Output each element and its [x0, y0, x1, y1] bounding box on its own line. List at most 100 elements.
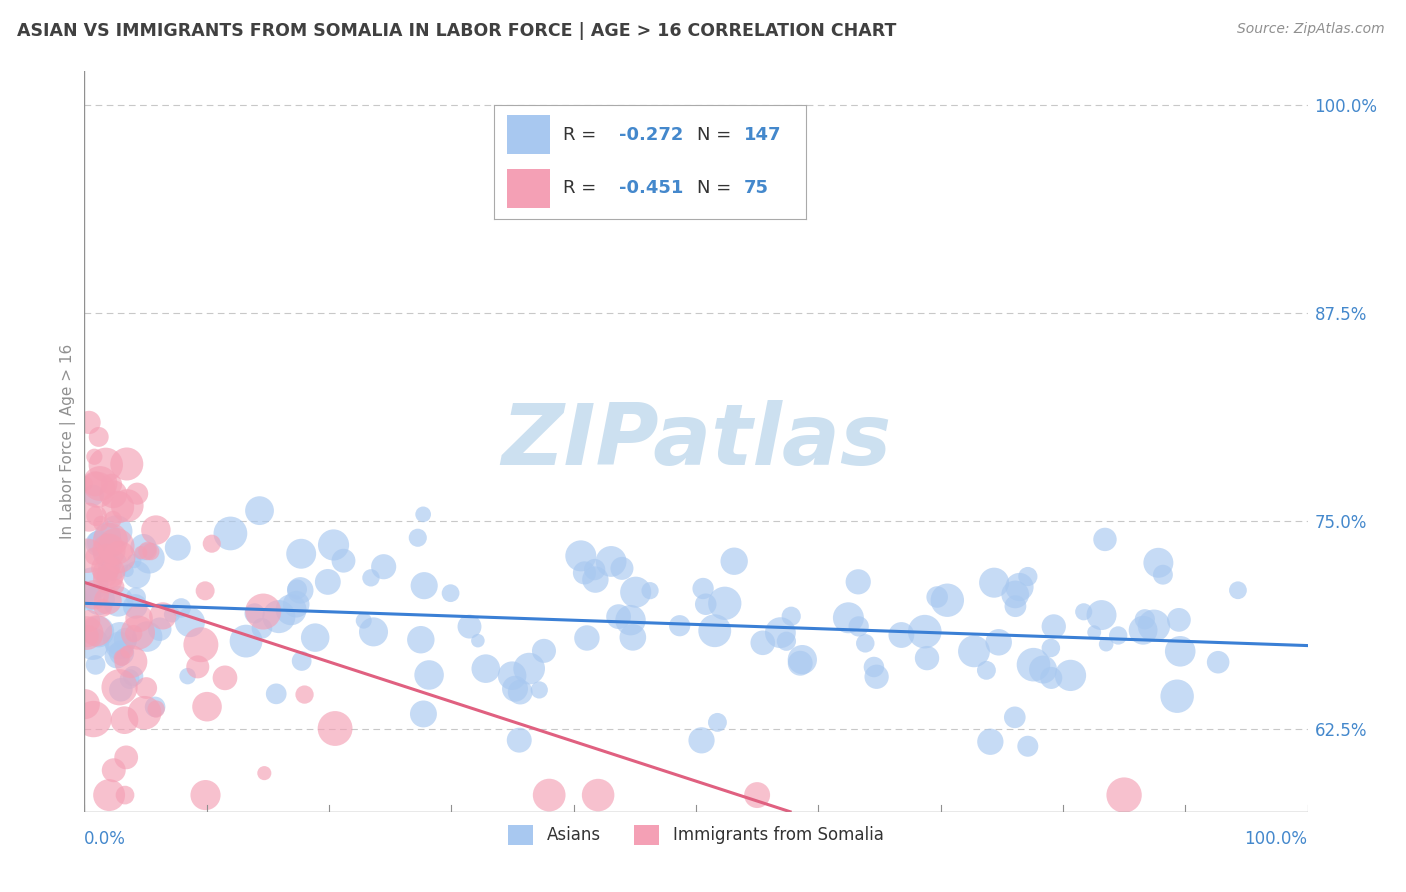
Point [125, 591, 148, 605]
Point [915, 651, 938, 665]
Point [569, 549, 592, 563]
Point [105, 541, 128, 555]
Point [75, 594, 97, 608]
Point [82, 712, 104, 726]
Point [267, 609, 290, 624]
Point [108, 680, 131, 694]
Point [668, 618, 690, 632]
Point [103, 763, 125, 777]
Point [195, 699, 218, 714]
Point [285, 597, 308, 611]
Point [963, 644, 986, 658]
Point [503, 681, 526, 696]
Point [890, 628, 912, 642]
Point [1073, 605, 1095, 619]
Point [101, 558, 124, 573]
Point [115, 499, 138, 513]
Point [574, 566, 596, 580]
Point [360, 571, 382, 585]
Point [723, 554, 745, 568]
Point [406, 531, 429, 545]
Point [135, 681, 157, 695]
Point [253, 766, 276, 780]
Point [413, 579, 436, 593]
Point [87, 537, 110, 551]
Point [214, 671, 236, 685]
Point [179, 615, 201, 630]
Point [290, 547, 312, 561]
Point [114, 788, 136, 802]
Point [105, 579, 128, 593]
Point [125, 567, 148, 582]
Point [97, 572, 120, 586]
Point [508, 733, 530, 747]
Point [77, 614, 100, 628]
Point [98, 533, 121, 547]
Point [291, 654, 314, 668]
Point [98, 566, 121, 580]
Point [747, 788, 769, 802]
Point [83, 549, 105, 564]
Point [136, 630, 159, 644]
Point [624, 585, 647, 599]
Point [145, 702, 167, 716]
Point [194, 583, 217, 598]
Point [583, 573, 606, 587]
Point [1094, 533, 1116, 547]
Point [219, 526, 242, 541]
Point [976, 663, 998, 677]
Point [114, 713, 136, 727]
Text: 100.0%: 100.0% [1244, 830, 1308, 848]
Legend: Asians, Immigrants from Somalia: Asians, Immigrants from Somalia [502, 818, 890, 852]
Point [692, 582, 714, 596]
Point [97, 593, 120, 607]
Point [1206, 655, 1229, 669]
Point [600, 554, 623, 568]
Point [752, 636, 775, 650]
Point [76, 629, 98, 643]
Point [927, 590, 949, 604]
Point [353, 614, 375, 628]
Point [87, 430, 110, 444]
Point [987, 635, 1010, 649]
Point [82, 637, 104, 651]
Point [107, 594, 129, 608]
Point [1008, 580, 1031, 594]
Point [409, 632, 432, 647]
Point [97, 543, 120, 558]
Point [780, 609, 803, 624]
Point [1004, 599, 1026, 614]
Point [792, 652, 814, 666]
Point [690, 733, 713, 747]
Point [110, 682, 132, 697]
Point [621, 631, 644, 645]
Point [1017, 739, 1039, 754]
Point [122, 669, 145, 683]
Point [467, 633, 489, 648]
Point [84, 476, 107, 491]
Point [86, 624, 108, 638]
Point [848, 619, 870, 633]
Point [243, 607, 266, 621]
Point [285, 582, 308, 597]
Point [83, 450, 105, 464]
Point [863, 660, 886, 674]
Point [865, 670, 887, 684]
Point [1022, 657, 1045, 672]
Point [837, 611, 859, 625]
Point [373, 559, 395, 574]
Point [86, 508, 108, 523]
Point [76, 626, 98, 640]
Point [607, 609, 630, 624]
Point [458, 619, 481, 633]
Point [89, 592, 111, 607]
Point [82, 488, 104, 502]
Point [94, 561, 117, 575]
Point [145, 523, 167, 537]
Point [1039, 640, 1062, 655]
Point [105, 524, 128, 539]
Point [1004, 587, 1026, 601]
Point [1166, 690, 1188, 704]
Point [280, 603, 302, 617]
Point [108, 632, 131, 646]
